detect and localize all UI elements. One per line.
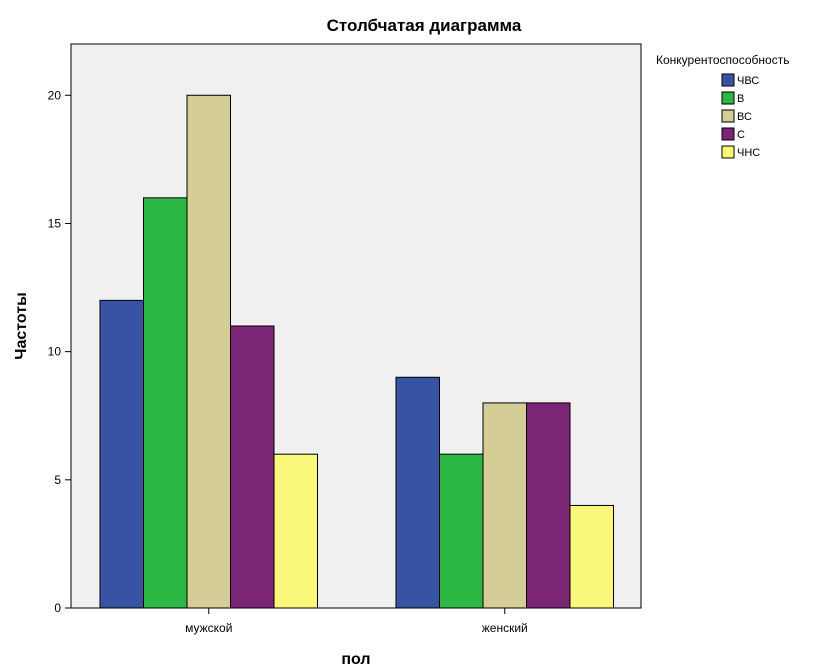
y-axis: 0 5 10 15 20	[48, 88, 71, 615]
legend-swatch	[721, 145, 735, 159]
y-tick-label: 5	[54, 473, 61, 487]
legend-label: ВС	[737, 111, 752, 123]
legend-title: Конкурентоспособность	[656, 53, 789, 67]
legend: Конкурентоспособность ЧВС В ВС С ЧНС	[656, 53, 789, 159]
x-axis-title: пол	[341, 651, 370, 668]
y-tick-label: 15	[48, 216, 62, 230]
bar-0-1	[143, 197, 188, 609]
y-axis-title: Частоты	[13, 292, 30, 360]
legend-label: С	[737, 129, 745, 141]
x-tick-label: женский	[482, 621, 528, 635]
y-tick-label: 20	[48, 88, 62, 102]
bar-1-2	[482, 402, 527, 609]
bar-0-4	[273, 453, 318, 609]
bar-1-0	[395, 376, 440, 609]
bar-0-3	[230, 325, 275, 609]
bar-0-0	[99, 299, 144, 609]
legend-label: ЧВС	[737, 75, 759, 87]
legend-label: В	[737, 93, 744, 105]
bar-1-4	[569, 504, 614, 609]
bar-1-1	[439, 453, 484, 609]
bar-1-3	[526, 402, 571, 609]
legend-swatch	[721, 109, 735, 123]
x-axis: мужской женский	[185, 608, 528, 635]
y-tick-label: 10	[48, 345, 62, 359]
legend-swatch	[721, 73, 735, 87]
bars-group	[99, 94, 614, 609]
x-tick-label: мужской	[185, 621, 232, 635]
legend-swatch	[721, 127, 735, 141]
y-tick-label: 0	[54, 601, 61, 615]
legend-swatch	[721, 91, 735, 105]
bar-0-2	[186, 94, 231, 609]
legend-label: ЧНС	[737, 147, 760, 159]
chart-title: Столбчатая диаграмма	[327, 16, 522, 35]
